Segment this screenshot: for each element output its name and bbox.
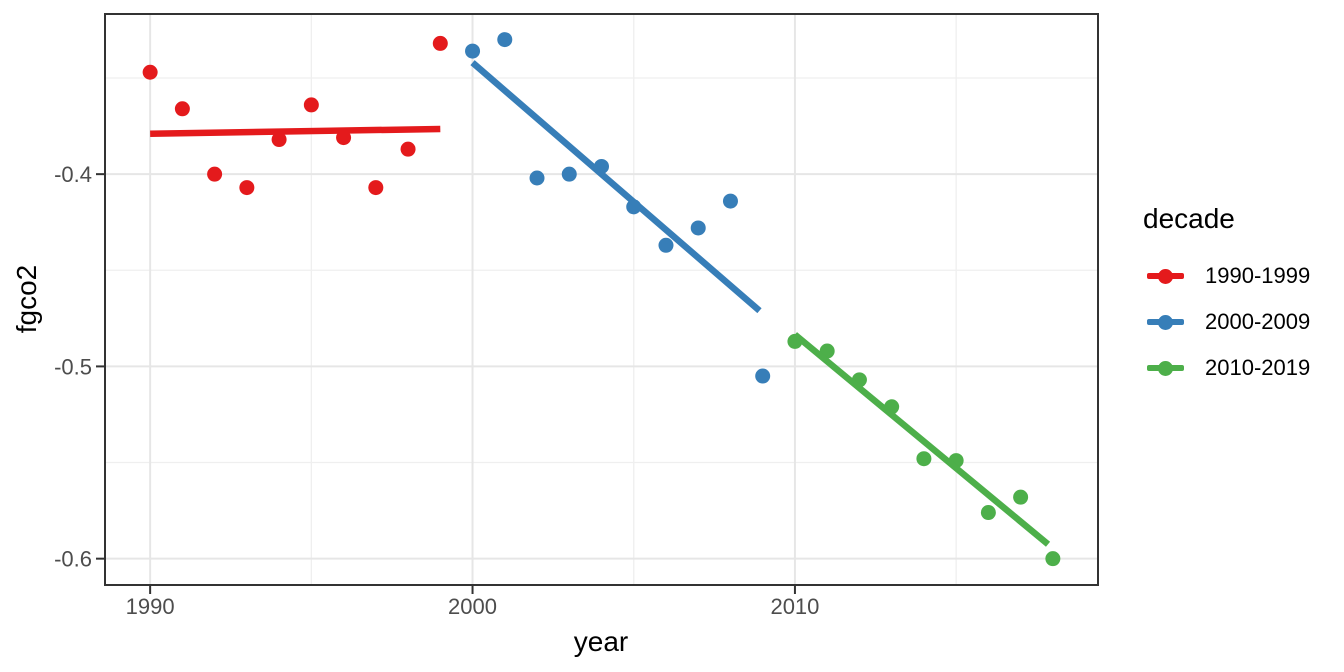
data-point-1990-1999-1999	[432, 35, 448, 51]
legend-label: 1990-1999	[1205, 263, 1311, 288]
legend-key-dot	[1158, 268, 1173, 284]
legend-item-2000-2009: 2000-2009	[1143, 303, 1310, 341]
legend-key-dot	[1158, 314, 1173, 330]
data-point-2010-2019-2014	[916, 451, 932, 467]
data-point-1990-1999-1992	[207, 166, 223, 182]
data-point-1990-1999-1993	[239, 180, 255, 196]
data-point-2000-2009-2000	[465, 43, 481, 59]
data-point-2000-2009-2003	[561, 166, 577, 182]
data-point-1990-1999-1990	[142, 64, 158, 80]
trend-line-2010-2019	[792, 332, 1051, 547]
data-point-1990-1999-1998	[400, 141, 416, 157]
legend-label: 2010-2019	[1205, 355, 1311, 380]
legend-title: decade	[1143, 203, 1235, 234]
data-point-2010-2019-2016	[980, 505, 996, 521]
data-point-2000-2009-2007	[690, 220, 706, 236]
legend-key-dot	[1158, 360, 1173, 376]
x-tick-label-2010: 2010	[770, 594, 819, 619]
panel-border	[104, 13, 1099, 586]
y-tick-label--0.4: -0.4	[54, 162, 92, 187]
data-point-1990-1999-1997	[368, 180, 384, 196]
data-point-2000-2009-2006	[658, 237, 674, 253]
x-axis-title: year	[573, 626, 629, 657]
data-point-2010-2019-2017	[1013, 489, 1029, 505]
x-tick-label-1990: 1990	[126, 594, 175, 619]
legend: decade 1990-1999 2000-2009 2010-2019	[1143, 203, 1310, 395]
trend-line-2000-2009	[470, 60, 762, 314]
data-point-2000-2009-2008	[722, 193, 738, 209]
data-point-2000-2009-2009	[755, 368, 771, 384]
data-point-2000-2009-2001	[497, 32, 513, 48]
legend-key-icon	[1147, 349, 1184, 387]
y-axis-title: fgco2	[11, 264, 42, 334]
trend-line-1990-1999	[150, 125, 441, 138]
data-point-2010-2019-2018	[1045, 551, 1061, 567]
data-point-1990-1999-1994	[271, 132, 287, 148]
panel-background	[105, 14, 1098, 585]
legend-item-2010-2019: 2010-2019	[1143, 349, 1310, 387]
legend-key-icon	[1147, 303, 1184, 341]
y-tick-label--0.6: -0.6	[54, 547, 92, 572]
data-point-2000-2009-2002	[529, 170, 545, 186]
x-tick-label-2000: 2000	[448, 594, 497, 619]
legend-label: 2000-2009	[1205, 309, 1311, 334]
legend-key-icon	[1147, 257, 1184, 295]
y-tick-label--0.5: -0.5	[54, 354, 92, 379]
data-point-1990-1999-1995	[303, 97, 319, 113]
data-point-1990-1999-1991	[174, 101, 190, 117]
legend-item-1990-1999: 1990-1999	[1143, 257, 1310, 295]
